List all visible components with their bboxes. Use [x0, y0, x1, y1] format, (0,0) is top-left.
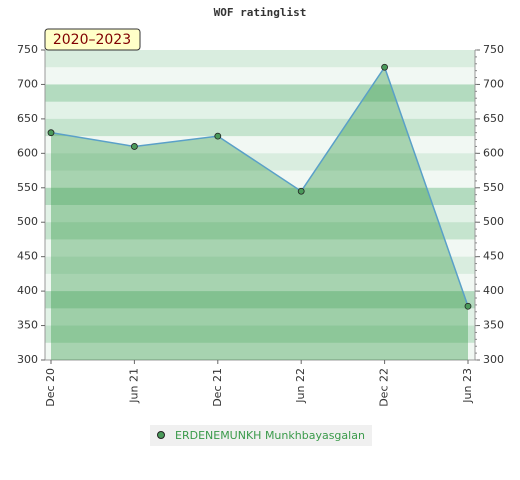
y-tick-label: 550: [17, 181, 38, 194]
x-tick-label: Jun 23: [461, 368, 474, 404]
band: [45, 118, 475, 137]
band: [45, 136, 475, 154]
y-tick-label: 650: [17, 112, 38, 125]
legend-marker: [157, 431, 165, 439]
band: [45, 187, 475, 206]
band: [45, 170, 475, 189]
legend-label: ERDENEMUNKH Munkhbayasgalan: [175, 429, 365, 442]
band: [45, 84, 475, 103]
band: [45, 67, 475, 85]
band: [45, 205, 475, 223]
y-tick-label: 400: [17, 284, 38, 297]
y-tick-label: 500: [17, 215, 38, 228]
point: [381, 63, 389, 71]
y2-tick-label: 700: [483, 77, 504, 90]
band: [45, 50, 475, 68]
band: [45, 273, 475, 292]
annotation-box: [44, 28, 141, 51]
point: [47, 129, 55, 137]
band: [45, 308, 475, 327]
y-tick-label: 700: [17, 77, 38, 90]
y2-tick-label: 550: [483, 181, 504, 194]
point: [297, 187, 305, 195]
x-tick-label: Dec 20: [44, 368, 57, 407]
plot-background: [45, 50, 475, 361]
y2-tick-label: 300: [483, 353, 504, 366]
band: [45, 153, 475, 172]
area: [51, 67, 468, 360]
legend: [150, 425, 372, 446]
point: [464, 302, 472, 310]
x-tick-label: Dec 22: [378, 368, 391, 407]
band: [45, 222, 475, 240]
y2-tick-label: 750: [483, 43, 504, 56]
band: [45, 291, 475, 309]
y2-tick-label: 500: [483, 215, 504, 228]
band: [45, 325, 475, 344]
x-tick-label: Jun 22: [294, 368, 307, 404]
y2-tick-label: 650: [483, 112, 504, 125]
band: [45, 342, 475, 361]
line: [50, 65, 469, 307]
y-tick-label: 300: [17, 353, 38, 366]
point: [130, 143, 138, 150]
band: [45, 101, 475, 120]
y-tick-label: 450: [17, 250, 38, 263]
annotation: 2020–2023: [53, 32, 131, 48]
y2-tick-label: 600: [483, 146, 504, 159]
band: [45, 239, 475, 258]
x-tick-label: Jun 21: [127, 368, 140, 404]
x-tick-label: Dec 21: [211, 368, 224, 407]
y-tick-label: 350: [17, 319, 38, 332]
y2-tick-label: 400: [483, 284, 504, 297]
y2-tick-label: 450: [483, 250, 504, 263]
y-tick-label: 600: [17, 146, 38, 159]
point: [214, 132, 222, 140]
band: [45, 256, 475, 275]
y2-tick-label: 350: [483, 319, 504, 332]
y-tick-label: 750: [17, 43, 38, 56]
chart-title: WOF ratinglist: [214, 6, 307, 19]
